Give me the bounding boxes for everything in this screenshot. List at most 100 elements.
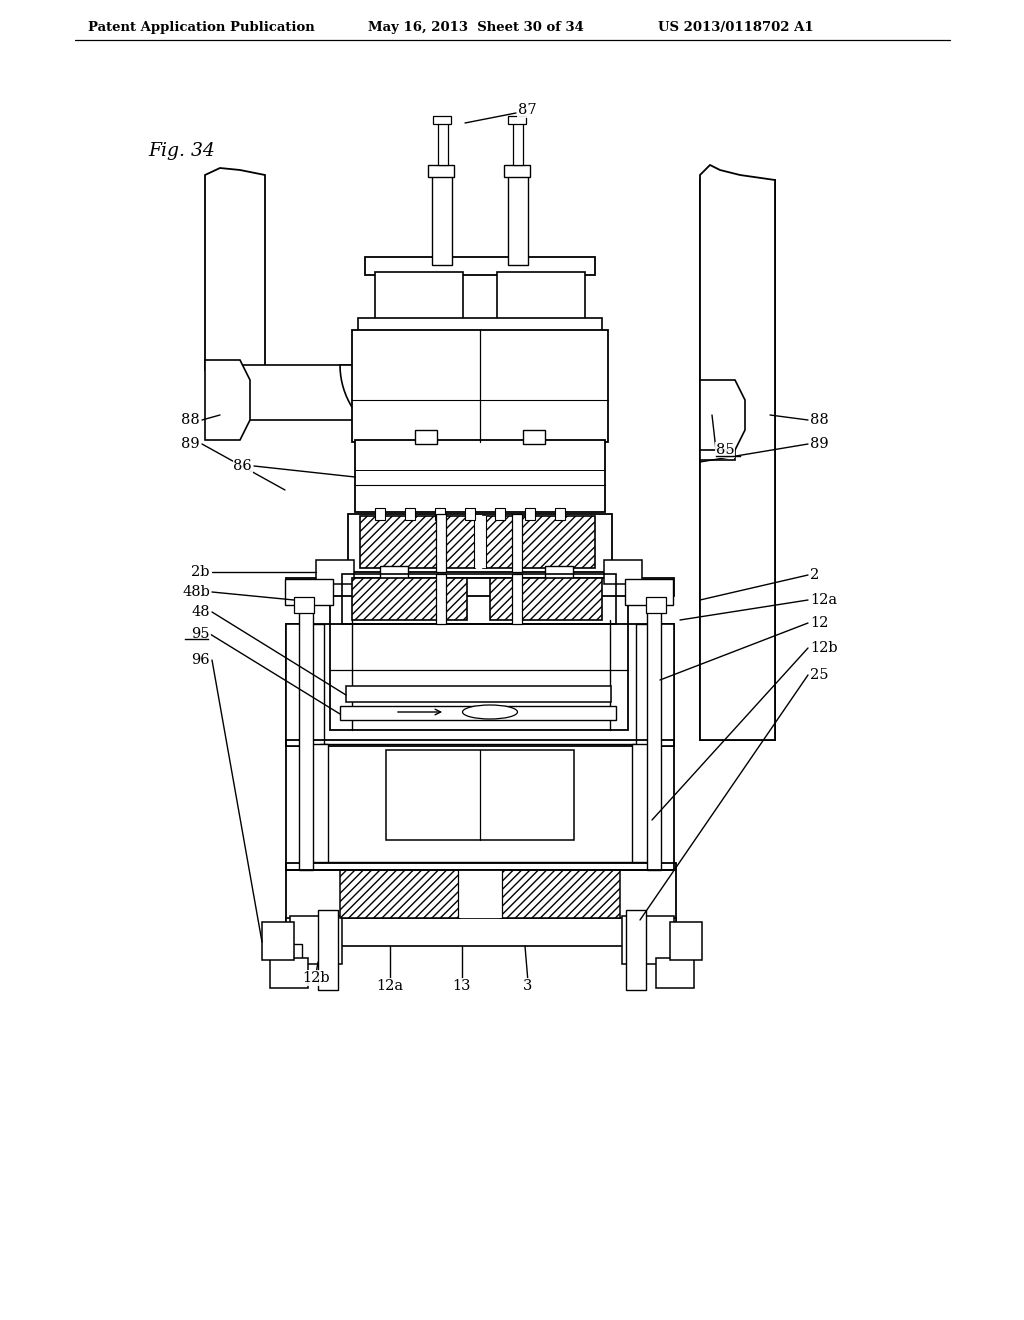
Text: 88: 88: [810, 413, 828, 426]
Bar: [375, 272, 463, 322]
Bar: [348, 513, 612, 572]
Bar: [674, 944, 690, 964]
Text: 12: 12: [810, 616, 828, 630]
Bar: [340, 706, 616, 719]
Text: Patent Application Publication: Patent Application Publication: [88, 21, 314, 33]
Bar: [352, 330, 608, 442]
Bar: [555, 508, 565, 520]
Bar: [474, 516, 486, 568]
Bar: [286, 741, 674, 870]
Polygon shape: [340, 366, 420, 445]
Bar: [523, 430, 545, 444]
Bar: [308, 624, 324, 746]
Bar: [285, 579, 333, 605]
Text: 12a: 12a: [810, 593, 838, 607]
Text: Fig. 34: Fig. 34: [148, 143, 215, 160]
Bar: [270, 958, 308, 987]
Bar: [646, 597, 666, 612]
Text: 85: 85: [716, 444, 734, 457]
Text: 25: 25: [810, 668, 828, 682]
Bar: [508, 176, 528, 265]
Bar: [286, 944, 302, 964]
Bar: [656, 958, 694, 987]
Bar: [625, 579, 673, 605]
Bar: [352, 578, 467, 620]
Bar: [360, 516, 475, 568]
Text: 12b: 12b: [302, 972, 330, 985]
Polygon shape: [700, 165, 775, 741]
Bar: [604, 560, 642, 583]
Bar: [436, 574, 446, 624]
Bar: [286, 624, 306, 746]
Bar: [458, 870, 502, 917]
Bar: [508, 116, 526, 124]
Text: 12b: 12b: [810, 642, 838, 655]
Bar: [428, 165, 454, 177]
Bar: [654, 624, 674, 746]
Bar: [626, 909, 646, 990]
Text: 48: 48: [191, 605, 210, 619]
Bar: [220, 366, 365, 420]
Bar: [355, 440, 605, 512]
Bar: [500, 870, 620, 917]
Bar: [316, 560, 354, 583]
Bar: [512, 513, 522, 572]
Bar: [497, 272, 585, 322]
Bar: [415, 430, 437, 444]
Bar: [330, 578, 628, 730]
Text: 95: 95: [191, 627, 210, 642]
Polygon shape: [700, 380, 745, 450]
Text: May 16, 2013  Sheet 30 of 34: May 16, 2013 Sheet 30 of 34: [368, 21, 584, 33]
Bar: [299, 591, 313, 870]
Bar: [525, 508, 535, 520]
Bar: [386, 750, 574, 840]
Text: 2: 2: [810, 568, 819, 582]
Bar: [380, 566, 408, 582]
Bar: [375, 508, 385, 520]
Bar: [406, 508, 415, 520]
Bar: [340, 870, 460, 917]
Bar: [286, 578, 674, 597]
Bar: [433, 116, 451, 124]
Bar: [318, 909, 338, 990]
Bar: [435, 508, 445, 520]
Bar: [483, 516, 595, 568]
Polygon shape: [205, 360, 250, 440]
Bar: [504, 165, 530, 177]
Bar: [512, 574, 522, 624]
Text: 88: 88: [181, 413, 200, 426]
Bar: [670, 921, 702, 960]
Polygon shape: [205, 168, 265, 370]
Bar: [465, 508, 475, 520]
Bar: [342, 574, 616, 624]
Bar: [490, 578, 602, 620]
Bar: [319, 744, 636, 862]
Bar: [622, 916, 674, 964]
Bar: [294, 597, 314, 612]
Bar: [438, 123, 449, 165]
Bar: [495, 508, 505, 520]
Ellipse shape: [463, 705, 517, 719]
Bar: [308, 744, 328, 862]
Bar: [436, 513, 446, 572]
Bar: [346, 686, 611, 702]
Bar: [513, 123, 523, 165]
Text: 86: 86: [233, 459, 252, 473]
Text: 89: 89: [810, 437, 828, 451]
Bar: [700, 180, 775, 741]
Bar: [286, 863, 676, 925]
Text: US 2013/0118702 A1: US 2013/0118702 A1: [658, 21, 814, 33]
Bar: [432, 176, 452, 265]
Bar: [636, 624, 652, 746]
Bar: [545, 566, 573, 582]
Bar: [286, 917, 676, 946]
Text: 2b: 2b: [191, 565, 210, 579]
Bar: [286, 624, 674, 746]
Text: 87: 87: [518, 103, 537, 117]
Bar: [262, 921, 294, 960]
Text: 96: 96: [191, 653, 210, 667]
Text: 89: 89: [181, 437, 200, 451]
Bar: [290, 916, 342, 964]
Text: 48b: 48b: [182, 585, 210, 599]
Bar: [700, 389, 735, 459]
